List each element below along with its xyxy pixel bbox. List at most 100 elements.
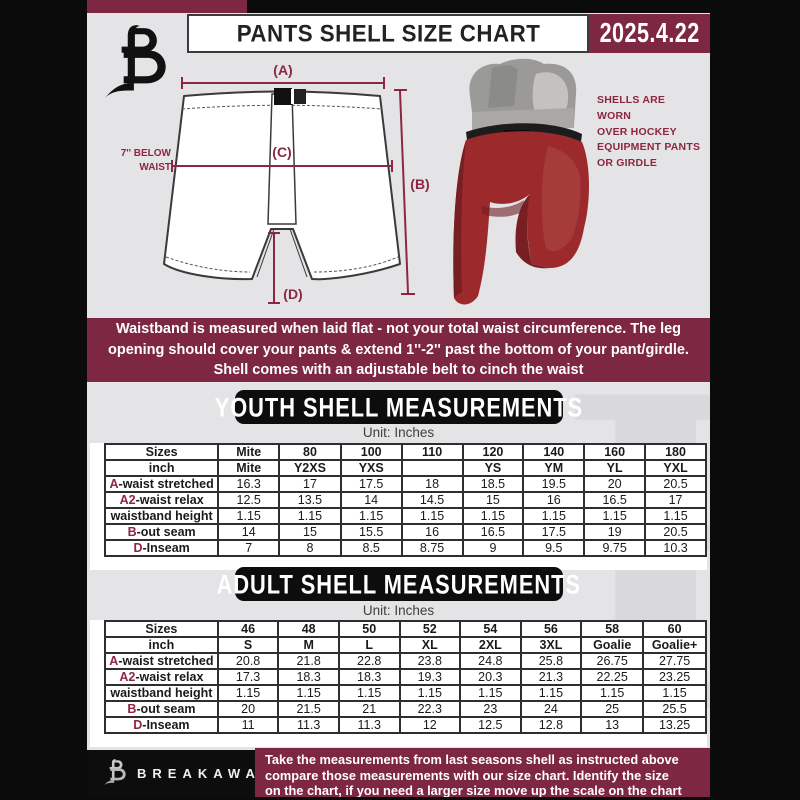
table-cell: 50 xyxy=(337,620,401,638)
table-cell: 21.8 xyxy=(277,652,340,670)
row-label: A2-waist relax xyxy=(103,491,220,509)
table-cell: 25 xyxy=(580,700,645,718)
table-cell: 16.5 xyxy=(583,491,647,509)
youth-size-table: Sizes Mite 80 100 110 120 140 160 180 inch Mite Y2X… xyxy=(103,443,707,557)
table-cell: 24.8 xyxy=(459,652,522,670)
table-cell: 18.5 xyxy=(461,475,525,493)
table-cell: 1.15 xyxy=(642,684,707,702)
table-cell: 13 xyxy=(580,716,645,734)
table-cell: 21 xyxy=(337,700,401,718)
table-cell: 110 xyxy=(400,443,464,461)
table-cell: 21.5 xyxy=(277,700,340,718)
table-cell: S xyxy=(216,636,280,654)
adult-heading-text: ADULT SHELL MEASUREMENTS xyxy=(216,568,582,599)
table-cell: 1.15 xyxy=(278,507,342,525)
table-cell: 160 xyxy=(583,443,647,461)
row-label: waistband height xyxy=(103,507,220,525)
table-cell: YXL xyxy=(644,459,707,477)
table-cell: 18.3 xyxy=(277,668,340,686)
table-cell: 1.15 xyxy=(522,507,586,525)
table-cell: YM xyxy=(522,459,586,477)
table-cell: 20.5 xyxy=(644,523,707,541)
table-cell: 80 xyxy=(278,443,342,461)
waistband-notice-banner: Waistband is measured when laid flat - n… xyxy=(87,318,710,382)
breakaway-logo-icon xyxy=(105,25,166,98)
diagram-label-d: (D) xyxy=(283,286,302,302)
table-cell: 26.75 xyxy=(580,652,645,670)
table-cell: 14 xyxy=(339,491,403,509)
table-cell: 48 xyxy=(277,620,340,638)
table-cell: 56 xyxy=(519,620,583,638)
table-cell: 54 xyxy=(459,620,522,638)
table-cell: L xyxy=(337,636,401,654)
table-row: A2-waist relax 12.5 13.5 14 14.5 15 16 16.5 17 xyxy=(103,491,707,509)
table-cell: 19.3 xyxy=(398,668,462,686)
table-cell: XL xyxy=(398,636,462,654)
table-cell: 17.5 xyxy=(522,523,586,541)
table-cell: 20.8 xyxy=(216,652,280,670)
table-cell: Mite xyxy=(217,459,281,477)
table-cell: 15 xyxy=(278,523,342,541)
table-cell: 9.75 xyxy=(583,539,647,557)
table-cell: 7 xyxy=(217,539,281,557)
row-label: waistband height xyxy=(104,684,219,702)
table-row: inch S M L XL 2XL 3XL Goalie Goalie+ xyxy=(104,636,707,654)
table-cell: 12.8 xyxy=(519,716,583,734)
table-cell: 20 xyxy=(216,700,280,718)
row-label: inch xyxy=(103,459,220,477)
row-label-prefix: D xyxy=(133,718,143,732)
table-cell: 180 xyxy=(644,443,707,461)
table-cell: 1.15 xyxy=(339,507,403,525)
table-cell: 1.15 xyxy=(580,684,645,702)
table-cell: YXS xyxy=(339,459,403,477)
table-cell: 9.5 xyxy=(522,539,586,557)
row-label: A-waist stretched xyxy=(104,652,219,670)
adult-table-panel: Sizes 46 48 50 52 54 56 58 60 inch S M L XL 2XL 3XL Goal… xyxy=(90,620,707,747)
table-cell: 11.3 xyxy=(337,716,401,734)
table-cell: 9 xyxy=(461,539,525,557)
table-cell: 2XL xyxy=(459,636,522,654)
row-label-prefix: B xyxy=(127,702,137,716)
table-cell: 16.3 xyxy=(217,475,281,493)
table-cell: 13.5 xyxy=(278,491,342,509)
table-cell: 20 xyxy=(583,475,647,493)
table-cell: 1.15 xyxy=(400,507,464,525)
row-label: A-waist stretched xyxy=(103,475,220,493)
date-text: 2025.4.22 xyxy=(599,17,700,49)
table-cell: 11.3 xyxy=(277,716,340,734)
footer-bar: BREAKAWAY Take the measurements from las… xyxy=(87,748,710,797)
table-cell: 19 xyxy=(583,523,647,541)
table-cell: 1.15 xyxy=(461,507,525,525)
footer-brand: BREAKAWAY xyxy=(103,750,274,797)
table-cell: 120 xyxy=(461,443,525,461)
row-label: A2-waist relax xyxy=(104,668,219,686)
top-accent-tab xyxy=(87,0,247,13)
date-badge: 2025.4.22 xyxy=(589,14,710,53)
table-cell: 8.5 xyxy=(339,539,403,557)
row-label-prefix: A2 xyxy=(119,493,136,507)
table-cell: 52 xyxy=(398,620,462,638)
table-cell: 27.75 xyxy=(642,652,707,670)
table-cell: 11 xyxy=(216,716,280,734)
table-cell: 1.15 xyxy=(277,684,340,702)
row-label: Sizes xyxy=(103,443,220,461)
table-row: A-waist stretched 20.8 21.8 22.8 23.8 24.8 25.… xyxy=(104,652,707,670)
table-row: B-out seam 14 15 15.5 16 16.5 17.5 19 20.5 xyxy=(103,523,707,541)
row-label-prefix: D xyxy=(133,541,143,555)
table-cell: 15 xyxy=(461,491,525,509)
table-cell: 23.25 xyxy=(642,668,707,686)
table-row: waistband height 1.15 1.15 1.15 1.15 1.15 1.15… xyxy=(104,684,707,702)
row-label: Sizes xyxy=(104,620,219,638)
table-cell: 17.3 xyxy=(216,668,280,686)
table-cell: Goalie+ xyxy=(642,636,707,654)
table-cell: 20.5 xyxy=(644,475,707,493)
row-label: D-Inseam xyxy=(104,716,219,734)
row-label-prefix: A2 xyxy=(119,670,136,684)
row-label-prefix: A xyxy=(109,654,119,668)
table-cell: 19.5 xyxy=(522,475,586,493)
table-cell: 22.25 xyxy=(580,668,645,686)
table-cell: 1.15 xyxy=(583,507,647,525)
table-cell: 46 xyxy=(216,620,280,638)
table-cell: Mite xyxy=(217,443,281,461)
